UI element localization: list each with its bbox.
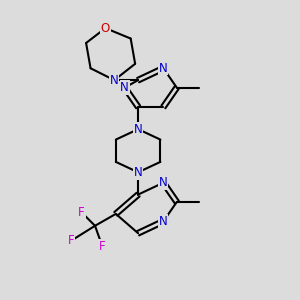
Text: O: O	[101, 22, 110, 34]
Text: N: N	[159, 62, 168, 75]
Text: N: N	[134, 166, 142, 179]
Text: N: N	[120, 81, 129, 94]
Text: N: N	[159, 176, 168, 189]
Text: N: N	[110, 74, 119, 87]
Text: N: N	[159, 215, 168, 228]
Text: N: N	[134, 123, 142, 136]
Text: F: F	[99, 240, 106, 253]
Text: F: F	[68, 234, 74, 247]
Text: F: F	[78, 206, 85, 219]
